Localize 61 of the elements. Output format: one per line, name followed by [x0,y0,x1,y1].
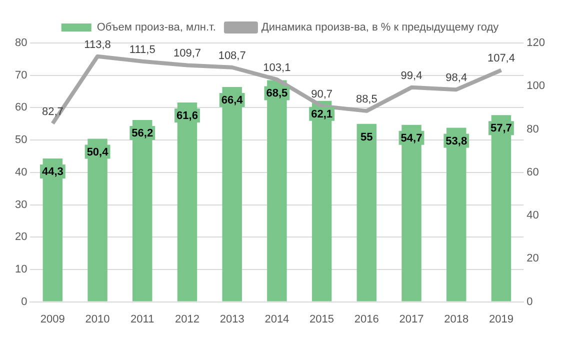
bar [446,128,466,302]
data-label: 90,7 [311,88,333,101]
y-tick-label: 40 [14,166,28,178]
x-tick-label: 2017 [399,313,424,326]
data-label: 103,1 [263,62,291,74]
data-label: 66,4 [221,94,244,107]
data-label: 107,4 [487,52,515,65]
x-tick-label: 2018 [444,313,469,326]
data-label: 82,7 [42,106,64,118]
data-label: 113,8 [84,38,111,51]
data-label: 99,4 [400,70,422,82]
data-label: 55 [360,131,373,144]
data-label: 98,4 [446,72,468,84]
y2-tick-label: 40 [526,210,539,222]
y2-tick-label: 120 [526,37,546,50]
data-label: 62,1 [311,108,333,120]
bar [88,138,108,302]
data-label: 68,5 [266,88,288,100]
x-tick-label: 2016 [354,313,379,326]
data-label: 54,7 [400,132,422,144]
legend-label: Объем произ-ва, млн.т. [96,22,216,34]
y-tick-label: 10 [14,263,28,276]
x-tick-label: 2012 [174,313,200,326]
bar [177,102,198,302]
bar [491,115,512,302]
bar [222,86,242,302]
data-label: 109,7 [173,48,201,60]
y2-tick-label: 20 [526,252,539,265]
y2-tick-label: 0 [526,296,533,308]
y-tick-label: 70 [14,69,28,82]
bar [356,124,377,302]
data-label: 57,7 [490,122,512,135]
y2-tick-label: 80 [526,123,539,136]
data-label: 61,6 [176,110,198,122]
x-tick-label: 2009 [40,313,65,326]
x-tick-label: 2013 [220,313,244,326]
data-label: 50,4 [86,146,110,158]
y-tick-label: 80 [14,37,28,50]
y-tick-label: 0 [21,296,28,308]
y-tick-label: 30 [14,198,28,211]
y2-tick-label: 60 [526,166,539,178]
x-tick-label: 2014 [264,313,290,326]
y2-tick-label: 100 [526,80,546,92]
bar [132,120,152,302]
data-label: 88,5 [356,93,378,106]
bar [402,124,422,302]
data-label: 44,3 [42,166,64,178]
data-label: 56,2 [132,128,154,140]
y-tick-label: 50 [14,134,28,146]
y-tick-label: 20 [14,231,28,244]
bar [312,100,332,302]
x-tick-label: 2010 [85,313,110,326]
y-tick-label: 60 [14,102,28,114]
legend-label: Динамика произв-ва, в % к предыдущему году [261,22,500,34]
x-tick-label: 2015 [310,313,334,326]
x-tick-label: 2019 [488,313,514,326]
data-label: 108,7 [218,50,246,62]
data-label: 111,5 [129,44,156,56]
bar [267,80,287,302]
data-label: 53,8 [446,135,468,148]
x-tick-label: 2011 [130,313,154,326]
